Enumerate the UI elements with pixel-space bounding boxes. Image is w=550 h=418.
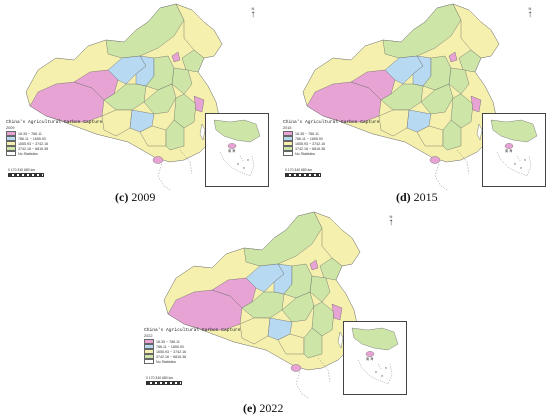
legend-item: 3742.16 ~ 6816.38: [144, 353, 241, 360]
legend-item: 18.35 ~ 786.11: [144, 338, 241, 345]
legend-item: 1655.93 ~ 3742.16: [144, 348, 241, 355]
legend: China's Agricultural Carbon Capture 2009…: [6, 120, 103, 157]
south-china-sea-inset: 南 海: [205, 113, 269, 187]
legend-item: 786.11 ~ 1655.93: [144, 343, 241, 350]
scale-bar: 0 170 340 680 km: [8, 168, 44, 177]
south-china-sea-inset: 南 海: [482, 113, 546, 187]
map-panel-2009: N ↑ China's Agricultural Carbon Capture 2…: [2, 0, 272, 205]
legend-item: 3742.16 ~ 6816.38: [6, 145, 103, 152]
legend-item: 1655.93 ~ 3742.16: [6, 140, 103, 147]
legend-item: No Statistics: [6, 150, 103, 157]
panel-caption: (e) 2022: [243, 401, 284, 415]
scale-bar: 0 170 340 680 km: [285, 168, 321, 177]
legend-item: 1655.93 ~ 3742.16: [283, 140, 380, 147]
legend-year: 2015: [283, 126, 292, 130]
legend: China's Agricultural Carbon Capture 2015…: [283, 120, 380, 157]
north-arrow-icon: N ↑: [388, 214, 394, 228]
legend-item: 786.11 ~ 1655.93: [6, 135, 103, 142]
legend-year: 2022: [144, 334, 153, 338]
north-arrow-icon: N ↑: [250, 6, 256, 20]
legend: China's Agricultural Carbon Capture 2022…: [144, 328, 241, 365]
legend-title: China's Agricultural Carbon Capture: [283, 120, 380, 125]
legend-item: 18.35 ~ 786.11: [6, 130, 103, 137]
north-arrow-icon: N ↑: [527, 6, 533, 20]
map-panel-2015: N ↑ China's Agricultural Carbon Capture 2…: [279, 0, 549, 205]
panel-caption: (c) 2009: [115, 190, 156, 204]
legend-item: 3742.16 ~ 6816.38: [283, 145, 380, 152]
legend-year: 2009: [6, 126, 15, 130]
scale-bar: 0 170 340 680 km: [146, 376, 182, 385]
legend-title: China's Agricultural Carbon Capture: [6, 120, 103, 125]
legend-title: China's Agricultural Carbon Capture: [144, 328, 241, 333]
legend-item: 786.11 ~ 1655.93: [283, 135, 380, 142]
panel-caption: (d) 2015: [396, 190, 438, 204]
legend-item: No Statistics: [144, 358, 241, 365]
south-china-sea-inset: 南 海: [343, 321, 407, 395]
legend-item: No Statistics: [283, 150, 380, 157]
legend-item: 18.35 ~ 786.11: [283, 130, 380, 137]
map-panel-2022: N ↑ China's Agricultural Carbon Capture 2…: [140, 208, 410, 415]
